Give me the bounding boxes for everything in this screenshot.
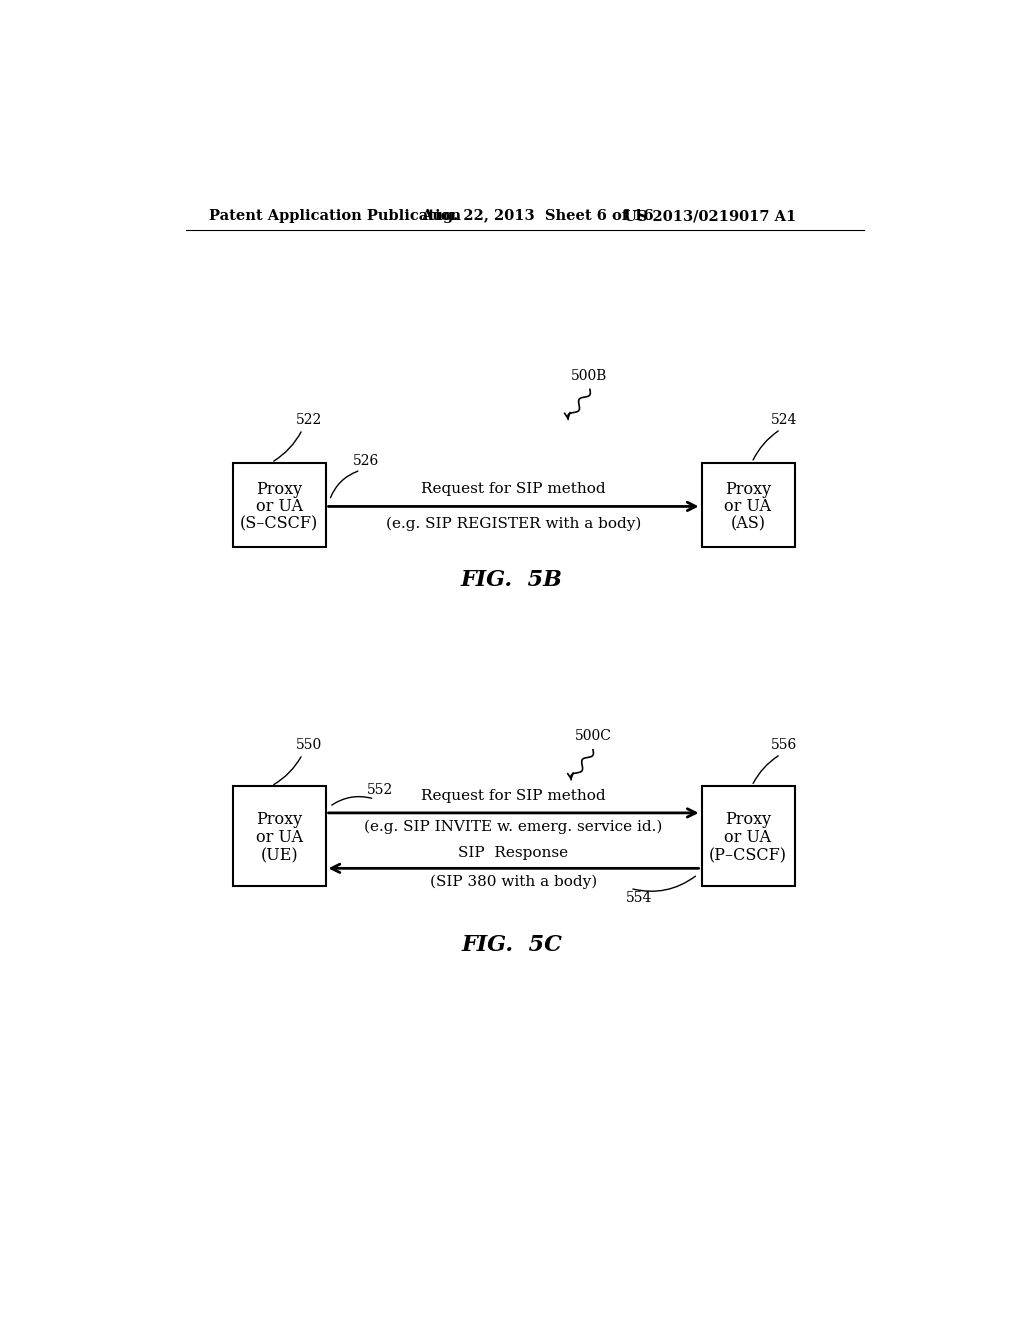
Text: 552: 552	[367, 783, 393, 797]
Text: or UA: or UA	[725, 829, 771, 846]
Text: (SIP 380 with a body): (SIP 380 with a body)	[430, 875, 597, 890]
Text: US 2013/0219017 A1: US 2013/0219017 A1	[624, 209, 797, 223]
Text: 556: 556	[771, 738, 798, 752]
Text: Aug. 22, 2013  Sheet 6 of 16: Aug. 22, 2013 Sheet 6 of 16	[421, 209, 653, 223]
Bar	[701, 785, 795, 886]
Text: (e.g. SIP INVITE w. emerg. service id.): (e.g. SIP INVITE w. emerg. service id.)	[365, 820, 663, 834]
Text: 500C: 500C	[574, 729, 611, 743]
Text: 554: 554	[627, 891, 652, 904]
Bar	[701, 462, 795, 548]
Text: Request for SIP method: Request for SIP method	[421, 483, 606, 496]
Text: (P–CSCF): (P–CSCF)	[709, 847, 787, 865]
Text: Patent Application Publication: Patent Application Publication	[209, 209, 462, 223]
Text: Request for SIP method: Request for SIP method	[421, 789, 606, 803]
Text: or UA: or UA	[256, 498, 303, 515]
Text: (e.g. SIP REGISTER with a body): (e.g. SIP REGISTER with a body)	[386, 516, 641, 531]
Text: (AS): (AS)	[730, 515, 766, 532]
Text: FIG.  5C: FIG. 5C	[461, 935, 562, 956]
Text: or UA: or UA	[256, 829, 303, 846]
Text: Proxy: Proxy	[256, 480, 302, 498]
Text: 526: 526	[352, 454, 379, 469]
Text: SIP  Response: SIP Response	[459, 846, 568, 859]
Text: or UA: or UA	[725, 498, 771, 515]
Text: Proxy: Proxy	[725, 810, 771, 828]
Text: Proxy: Proxy	[725, 480, 771, 498]
Text: 550: 550	[296, 738, 323, 752]
Text: FIG.  5B: FIG. 5B	[461, 569, 562, 591]
Text: 500B: 500B	[571, 368, 607, 383]
Text: (UE): (UE)	[260, 847, 298, 865]
Text: 522: 522	[296, 413, 323, 428]
Bar	[232, 785, 326, 886]
Text: Proxy: Proxy	[256, 810, 302, 828]
Bar	[232, 462, 326, 548]
Text: (S–CSCF): (S–CSCF)	[240, 515, 318, 532]
Text: 524: 524	[771, 413, 798, 428]
